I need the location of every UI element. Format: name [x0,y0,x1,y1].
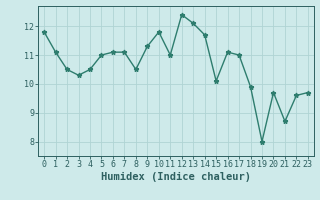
X-axis label: Humidex (Indice chaleur): Humidex (Indice chaleur) [101,172,251,182]
